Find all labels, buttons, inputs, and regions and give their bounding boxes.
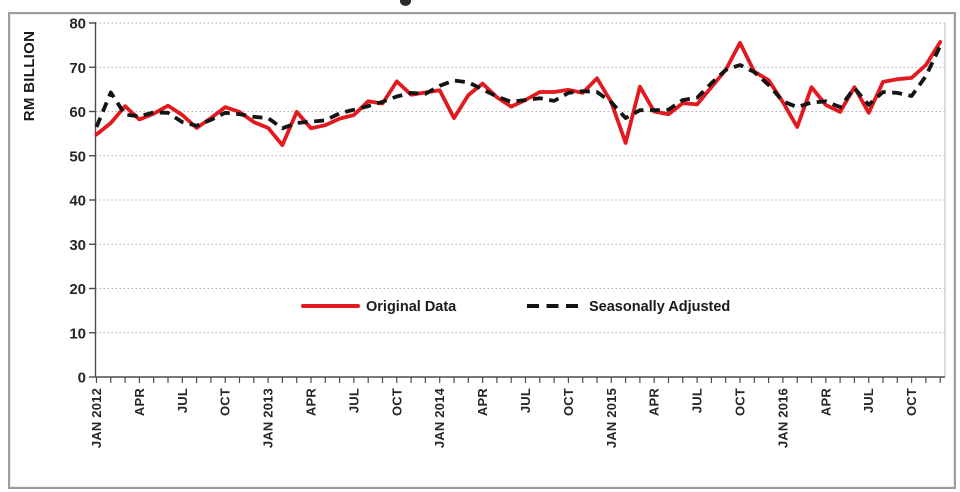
x-tick-label: JAN 2012 <box>89 388 104 448</box>
y-tick-label: 40 <box>69 193 86 210</box>
x-tick-label: APR <box>647 388 662 416</box>
y-tick-label: 0 <box>78 370 86 387</box>
x-tick-label: JAN 2015 <box>604 388 619 448</box>
legend: Original Data Seasonally Adjusted <box>301 299 730 315</box>
axis-ticks <box>89 22 941 383</box>
x-tick-label: JUL <box>346 388 361 413</box>
y-tick-label: 20 <box>69 281 86 298</box>
legend-label-original-data: Original Data <box>366 299 457 315</box>
chart-frame <box>8 12 956 489</box>
x-tick-label: JAN 2014 <box>432 387 447 448</box>
x-tick-label: APR <box>475 388 490 416</box>
x-tick-label: JUL <box>690 388 705 413</box>
x-tick-label: OCT <box>904 388 919 416</box>
y-tick-label: 10 <box>69 325 86 342</box>
y-tick-label: 30 <box>69 237 86 254</box>
series-line-original-data <box>94 40 943 148</box>
x-tick-labels: JAN 2012 APR JUL OCT JAN 2013 APR JUL OCT JAN 20… <box>89 387 919 448</box>
x-tick-label: JUL <box>861 388 876 413</box>
x-tick-label: OCT <box>561 388 576 416</box>
x-tick-label: JAN 2016 <box>775 388 790 448</box>
y-tick-label: 60 <box>69 104 86 121</box>
y-tick-labels: 0 10 20 30 40 50 60 70 80 <box>69 16 86 387</box>
x-tick-label: JUL <box>175 388 190 413</box>
y-tick-label: 50 <box>69 148 86 165</box>
x-tick-label: APR <box>818 388 833 416</box>
y-tick-label: 70 <box>69 60 86 77</box>
x-tick-label: OCT <box>389 388 404 416</box>
x-tick-label: APR <box>304 388 319 416</box>
x-tick-label: OCT <box>218 388 233 416</box>
series-line-seasonally-adjusted <box>94 45 942 131</box>
series-lines <box>94 40 943 148</box>
x-tick-label: JAN 2013 <box>261 388 276 448</box>
gridlines <box>95 22 946 377</box>
x-tick-label: JUL <box>518 388 533 413</box>
legend-label-seasonally-adjusted: Seasonally Adjusted <box>589 299 730 315</box>
y-axis-title: RM BILLION <box>21 31 38 122</box>
y-tick-label: 80 <box>69 16 86 33</box>
x-tick-label: APR <box>132 388 147 416</box>
x-tick-label: OCT <box>733 388 748 416</box>
cropped-title-fragment <box>400 0 411 6</box>
axes <box>94 22 945 378</box>
